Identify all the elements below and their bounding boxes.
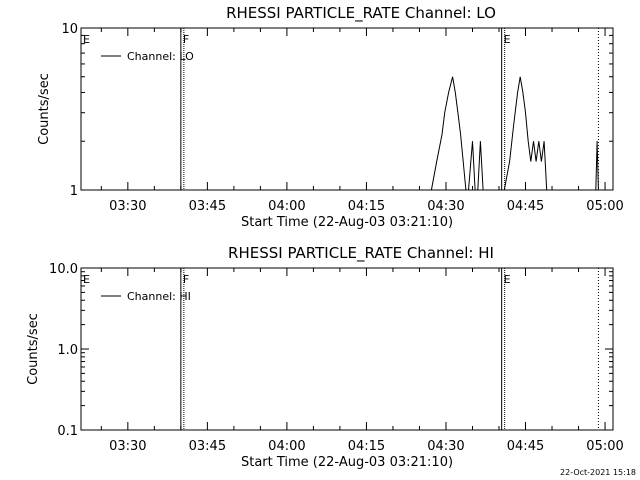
event-marker-label: F [183, 33, 189, 46]
series-line [595, 141, 599, 191]
x-tick-label: 04:45 [507, 199, 544, 214]
y-tick-label: 0.1 [57, 424, 78, 439]
event-marker-label: E [83, 273, 90, 286]
chart-title: RHESSI PARTICLE_RATE Channel: HI [228, 244, 494, 263]
y-axis-label: Counts/sec [37, 73, 52, 145]
panel-lo: RHESSI PARTICLE_RATE Channel: LO 03:30 03:… [37, 4, 624, 230]
y-tick-label: 1 [70, 184, 78, 199]
event-marker-label: E [504, 33, 511, 46]
x-tick-label: 04:00 [268, 439, 305, 454]
event-marker-label: F [183, 273, 189, 286]
panel-hi: RHESSI PARTICLE_RATE Channel: HI 03:30 03:… [26, 244, 624, 470]
event-marker-label: E [504, 273, 511, 286]
x-tick-label: 04:30 [427, 199, 464, 214]
chart-title: RHESSI PARTICLE_RATE Channel: LO [226, 4, 496, 23]
x-tick-label: 04:00 [268, 199, 305, 214]
event-marker-label: E [83, 33, 90, 46]
x-tick-label: 04:15 [348, 199, 385, 214]
y-tick-label: 1.0 [57, 343, 78, 358]
x-tick-label: 04:15 [348, 439, 385, 454]
timestamp: 22-Oct-2021 15:18 [560, 468, 636, 477]
x-tick-label: 03:45 [189, 199, 226, 214]
x-tick-label: 05:00 [586, 199, 623, 214]
series-line [430, 76, 489, 191]
x-tick-label: 04:30 [427, 439, 464, 454]
x-tick-label: 04:45 [507, 439, 544, 454]
series-line [503, 76, 548, 191]
y-axis-label: Counts/sec [26, 313, 41, 385]
x-axis-label: Start Time (22-Aug-03 03:21:10) [241, 455, 453, 470]
legend-label: Channel: HI [127, 290, 191, 303]
legend-label: Channel: LO [127, 50, 194, 63]
x-axis-label: Start Time (22-Aug-03 03:21:10) [241, 215, 453, 230]
x-tick-label: 03:30 [109, 199, 146, 214]
x-tick-label: 05:00 [586, 439, 623, 454]
y-tick-label: 10 [61, 22, 78, 37]
x-tick-label: 03:45 [189, 439, 226, 454]
x-tick-label: 03:30 [109, 439, 146, 454]
y-tick-label: 10.0 [49, 262, 78, 277]
